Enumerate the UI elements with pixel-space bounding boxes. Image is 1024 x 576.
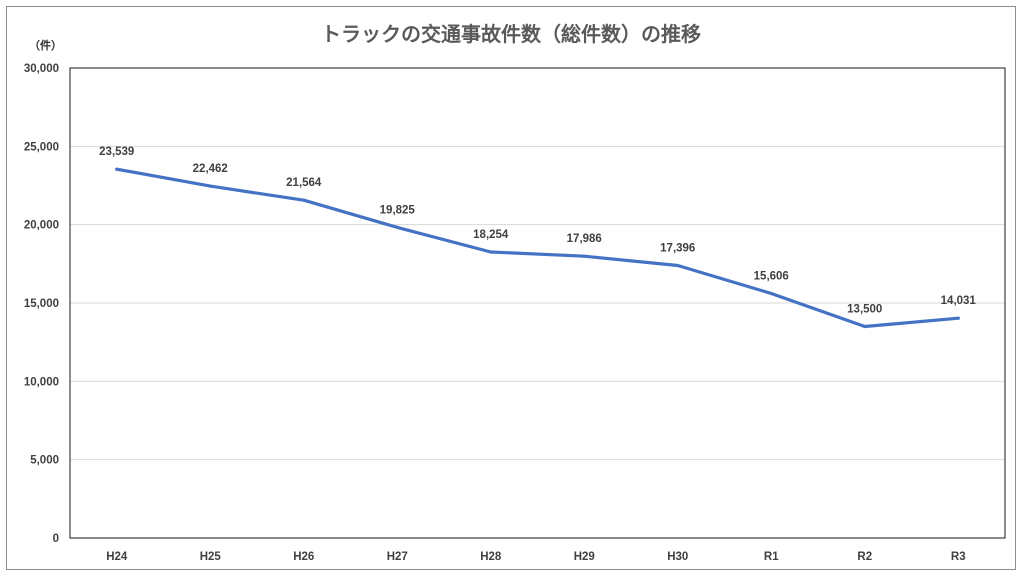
series-line: [115, 167, 960, 329]
x-tick-label: H27: [387, 551, 408, 563]
data-label: 17,986: [567, 233, 602, 245]
data-label: 22,462: [193, 163, 228, 175]
x-tick-label: H26: [293, 551, 314, 563]
x-tick-label: H29: [574, 551, 595, 563]
data-point: [115, 167, 119, 171]
data-point: [863, 324, 867, 329]
data-label: 14,031: [941, 295, 977, 307]
chart-frame: トラックの交通事故件数（総件数）の推移 （件） 0 5,000 10,000 15,0…: [6, 6, 1016, 570]
data-point: [208, 184, 212, 188]
data-labels: 23,539 22,462 21,564 19,825 18,254 17,986 17,3…: [99, 146, 976, 315]
y-tick-label: 5,000: [30, 455, 59, 467]
y-axis-unit-label: （件）: [29, 38, 62, 52]
data-point: [582, 254, 586, 258]
x-tick-label: H30: [667, 551, 688, 563]
y-axis-ticks: 0 5,000 10,000 15,000 20,000 25,000 30,000: [24, 63, 59, 545]
data-label: 18,254: [473, 229, 509, 241]
data-point: [489, 250, 493, 254]
y-tick-label: 20,000: [24, 220, 59, 232]
x-tick-label: H28: [480, 551, 502, 563]
data-label: 13,500: [847, 304, 882, 316]
plot-area: [69, 67, 1006, 539]
data-point: [676, 263, 680, 268]
data-point: [956, 316, 960, 320]
x-tick-label: R1: [764, 551, 779, 563]
y-tick-label: 15,000: [24, 298, 59, 310]
y-tick-label: 0: [53, 533, 59, 545]
data-label: 15,606: [754, 271, 789, 283]
x-tick-label: R2: [857, 551, 872, 563]
data-label: 23,539: [99, 146, 134, 158]
x-axis-ticks: H24 H25 H26 H27 H28 H29 H30 R1 R2 R3: [106, 551, 965, 563]
gridlines: [70, 145, 1005, 461]
data-label: 19,825: [380, 204, 416, 216]
data-point: [302, 198, 306, 202]
series-layer: [115, 167, 960, 329]
data-label: 17,396: [660, 242, 695, 254]
data-label: 21,564: [286, 177, 322, 189]
data-point: [395, 225, 399, 230]
x-tick-label: R3: [951, 551, 966, 563]
line-chart: トラックの交通事故件数（総件数）の推移 （件） 0 5,000 10,000 15,0…: [24, 22, 1006, 563]
x-tick-label: H25: [200, 551, 222, 563]
x-tick-label: H24: [106, 551, 128, 563]
y-tick-label: 25,000: [24, 141, 59, 153]
chart-title: トラックの交通事故件数（総件数）の推移: [321, 22, 701, 46]
data-point: [769, 291, 773, 296]
y-tick-label: 30,000: [24, 63, 59, 75]
y-tick-label: 10,000: [24, 376, 59, 388]
